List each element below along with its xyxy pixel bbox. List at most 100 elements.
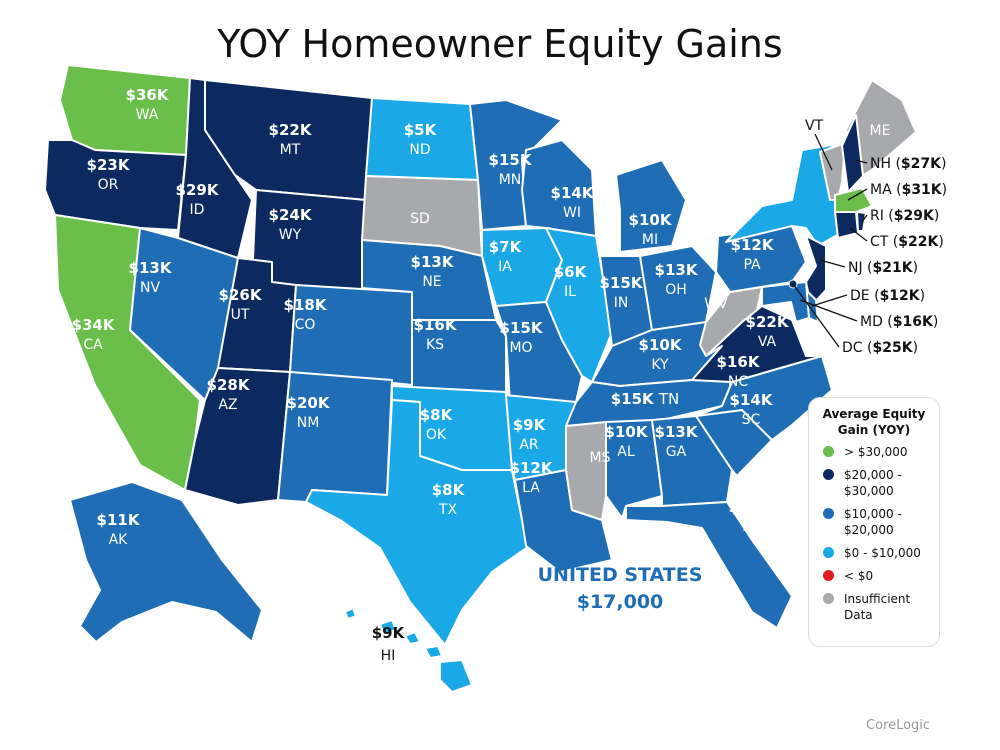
state-code-label: AZ	[218, 397, 237, 413]
state-HI[interactable]	[424, 645, 443, 659]
state-code-label: OH	[665, 282, 687, 298]
state-code-label: NJ	[848, 260, 863, 276]
state-value-label: $22K	[898, 234, 939, 250]
legend-label: $20,000 - $30,000	[844, 468, 902, 498]
state-code-label: CA	[83, 337, 103, 353]
legend-swatch	[823, 593, 834, 604]
state-value-label: $27K	[901, 156, 942, 172]
state-code-label: MD	[860, 314, 883, 330]
callout-line	[847, 188, 868, 201]
state-value-label: $21K	[873, 260, 914, 276]
state-code-label: NH	[870, 156, 891, 172]
legend-item: $0 - $10,000	[823, 545, 939, 561]
state-code-label: WY	[279, 227, 302, 243]
callout-label-NH: NH ($27K)	[870, 156, 946, 172]
national-label: UNITED STATES	[537, 564, 703, 586]
legend-item: < $0	[823, 568, 939, 584]
state-value-label: $16K	[717, 353, 761, 371]
callout-paren: )	[913, 260, 918, 276]
state-value-label: $10K	[639, 336, 683, 354]
state-MA[interactable]	[834, 187, 873, 213]
state-code-label: MT	[280, 142, 301, 158]
state-code-label: AK	[109, 532, 129, 548]
state-CT[interactable]	[834, 211, 859, 239]
state-value-label: $12K	[880, 288, 921, 304]
state-code-label: PA	[743, 257, 761, 273]
state-label-TN: $15K TN	[611, 390, 680, 408]
callout-paren: )	[934, 208, 939, 224]
state-MS[interactable]	[565, 421, 607, 521]
state-value-label: $22K	[746, 313, 790, 331]
state-FL[interactable]	[625, 501, 793, 629]
callout-line	[819, 259, 846, 268]
state-value-label: $24K	[269, 206, 313, 224]
state-NH[interactable]	[841, 114, 864, 193]
state-HI[interactable]	[344, 607, 357, 620]
state-code-label: WV	[704, 296, 728, 312]
state-code-label: SC	[742, 412, 761, 428]
state-value-label: $10K	[629, 211, 673, 229]
state-MI[interactable]	[615, 159, 687, 253]
state-code-label: FL	[742, 519, 758, 535]
state-value-label: $12K	[731, 236, 775, 254]
state-code-label: IN	[614, 295, 629, 311]
state-value-label: $11K	[97, 511, 141, 529]
callout-paren: (	[863, 260, 873, 276]
state-code-label: DE	[850, 288, 870, 304]
state-value-label: $15K	[611, 390, 659, 408]
state-code-label: SD	[410, 211, 430, 227]
legend-item: > $30,000	[823, 444, 939, 460]
state-NM[interactable]	[277, 371, 393, 503]
state-code-label: ND	[409, 142, 430, 158]
state-value-label: $22K	[269, 121, 313, 139]
state-value-label: $12K	[510, 459, 554, 477]
state-HI[interactable]	[439, 659, 473, 693]
state-NC[interactable]	[695, 355, 833, 441]
state-code-label: MN	[499, 172, 522, 188]
state-code-label: CT	[870, 234, 889, 250]
callout-paren: (	[870, 288, 880, 304]
state-code-label: VT	[805, 118, 824, 134]
state-code-label: AL	[617, 444, 635, 460]
state-code-label: MA	[870, 182, 892, 198]
callout-paren: )	[938, 234, 943, 250]
state-value-label: $9K	[761, 151, 795, 169]
legend-label: $0 - $10,000	[844, 546, 921, 560]
state-MD[interactable]	[761, 281, 810, 323]
state-value-label: $8K	[432, 481, 466, 499]
state-code-label: LA	[522, 480, 540, 496]
state-WA[interactable]	[59, 64, 191, 156]
legend-label: $10,000 - $20,000	[844, 507, 902, 537]
state-AK[interactable]	[69, 481, 263, 643]
state-code-label: NE	[422, 274, 441, 290]
callout-line	[814, 133, 833, 171]
state-value-label: $25K	[872, 340, 913, 356]
state-value-label: $9K	[513, 416, 547, 434]
state-value-label: $14K	[551, 184, 595, 202]
state-code-label: MO	[509, 340, 532, 356]
state-value-label: $16K	[414, 316, 458, 334]
callout-paren: (	[883, 314, 893, 330]
state-value-label: $31K	[902, 182, 943, 198]
state-TX[interactable]	[305, 399, 536, 646]
state-value-label: $10K	[605, 423, 649, 441]
state-value-label: $13K	[655, 261, 699, 279]
legend-title: Average Equity Gain (YOY)	[822, 407, 926, 437]
callout-line	[854, 159, 868, 164]
legend-swatch	[823, 547, 834, 558]
state-ND[interactable]	[365, 97, 479, 181]
state-HI[interactable]	[404, 631, 421, 645]
state-code-label: ME	[870, 123, 891, 139]
state-code-label: IL	[564, 284, 576, 300]
legend-item: $10,000 - $20,000	[823, 506, 939, 538]
state-KS[interactable]	[411, 319, 507, 396]
state-value-label: $9K	[372, 624, 406, 642]
state-value-label: $26K	[219, 286, 263, 304]
state-value-label: $36K	[126, 86, 170, 104]
callout-line	[792, 283, 840, 348]
state-code-label: WA	[136, 107, 159, 123]
source-credit: CoreLogic	[866, 718, 931, 733]
callout-label-MA: MA ($31K)	[870, 182, 947, 198]
state-HI[interactable]	[379, 619, 397, 635]
state-value-label: $15K	[500, 319, 544, 337]
